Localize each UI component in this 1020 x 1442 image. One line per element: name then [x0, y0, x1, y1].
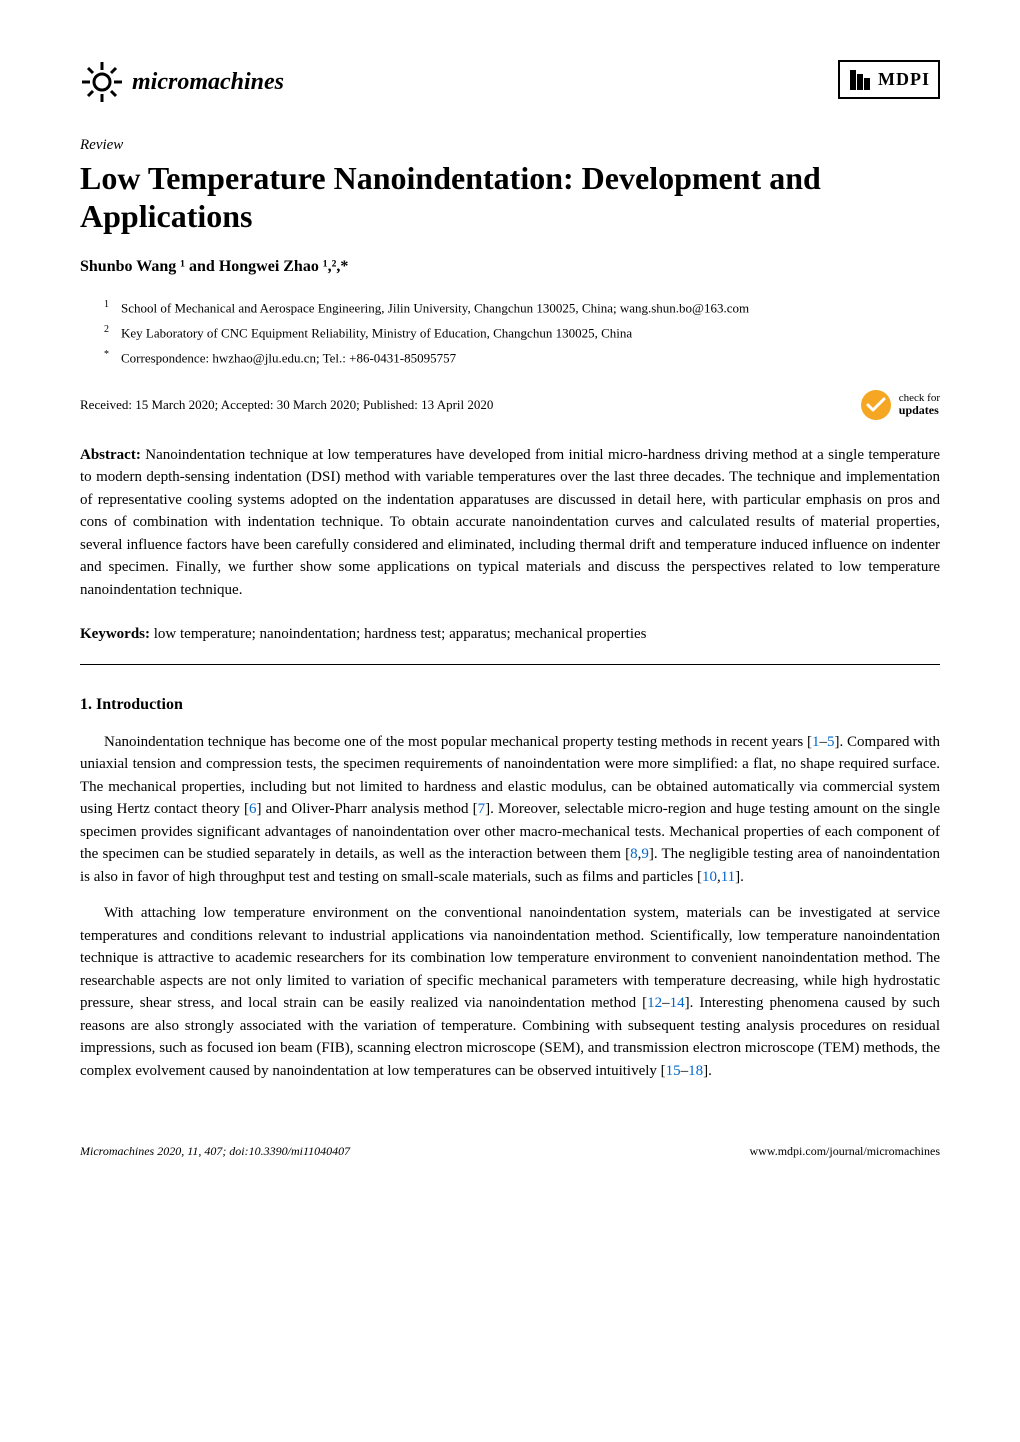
paragraph: With attaching low temperature environme…: [80, 902, 940, 1082]
publisher-name: MDPI: [878, 66, 930, 93]
keywords: Keywords: low temperature; nanoindentati…: [80, 623, 940, 646]
dates-row: Received: 15 March 2020; Accepted: 30 Ma…: [80, 388, 940, 422]
citation-link[interactable]: 1: [812, 734, 820, 750]
journal-name: micromachines: [132, 64, 284, 100]
affiliation-sup: 1: [104, 299, 109, 310]
affiliation-sup: 2: [104, 324, 109, 335]
citation-link[interactable]: 6: [249, 801, 257, 817]
affiliation-sup: *: [104, 349, 109, 360]
publication-dates: Received: 15 March 2020; Accepted: 30 Ma…: [80, 395, 493, 415]
section-heading: 1. Introduction: [80, 693, 940, 717]
abstract-text: Nanoindentation technique at low tempera…: [80, 447, 940, 598]
keywords-label: Keywords:: [80, 626, 150, 642]
citation-link[interactable]: 12: [647, 995, 662, 1011]
citation-link[interactable]: 5: [827, 734, 835, 750]
mdpi-icon: [848, 68, 872, 92]
check-updates-icon: [859, 388, 893, 422]
article-title: Low Temperature Nanoindentation: Develop…: [80, 159, 940, 236]
keywords-text: low temperature; nanoindentation; hardne…: [154, 626, 647, 642]
abstract: Abstract: Nanoindentation technique at l…: [80, 444, 940, 602]
paragraph: Nanoindentation technique has become one…: [80, 731, 940, 889]
affiliation-item: 2 Key Laboratory of CNC Equipment Reliabi…: [104, 322, 940, 343]
publisher-logo: MDPI: [838, 60, 940, 99]
affiliation-text: Correspondence: hwzhao@jlu.edu.cn; Tel.:…: [121, 350, 456, 365]
journal-logo: micromachines: [80, 60, 284, 104]
article-type: Review: [80, 134, 940, 157]
citation-link[interactable]: 11: [721, 869, 735, 885]
check-for-updates[interactable]: check for updates: [859, 388, 940, 422]
authors: Shunbo Wang ¹ and Hongwei Zhao ¹,²,*: [80, 255, 940, 279]
citation-link[interactable]: 8: [630, 846, 638, 862]
check-updates-text: check for updates: [899, 392, 940, 417]
citation-link[interactable]: 9: [641, 846, 649, 862]
gear-icon: [80, 60, 124, 104]
affiliation-item: * Correspondence: hwzhao@jlu.edu.cn; Tel.…: [104, 347, 940, 368]
citation-link[interactable]: 15: [666, 1063, 681, 1079]
page-footer: Micromachines 2020, 11, 407; doi:10.3390…: [80, 1142, 940, 1160]
abstract-label: Abstract:: [80, 447, 141, 463]
affiliation-text: Key Laboratory of CNC Equipment Reliabil…: [121, 325, 632, 340]
page-header: micromachines MDPI: [80, 60, 940, 104]
affiliations: 1 School of Mechanical and Aerospace Engi…: [80, 297, 940, 367]
affiliation-item: 1 School of Mechanical and Aerospace Engi…: [104, 297, 940, 318]
footer-right: www.mdpi.com/journal/micromachines: [749, 1142, 940, 1160]
affiliation-text: School of Mechanical and Aerospace Engin…: [121, 301, 749, 316]
citation-link[interactable]: 18: [688, 1063, 703, 1079]
citation-link[interactable]: 14: [670, 995, 685, 1011]
section-divider: [80, 664, 940, 665]
footer-left: Micromachines 2020, 11, 407; doi:10.3390…: [80, 1142, 350, 1160]
citation-link[interactable]: 10: [702, 869, 717, 885]
